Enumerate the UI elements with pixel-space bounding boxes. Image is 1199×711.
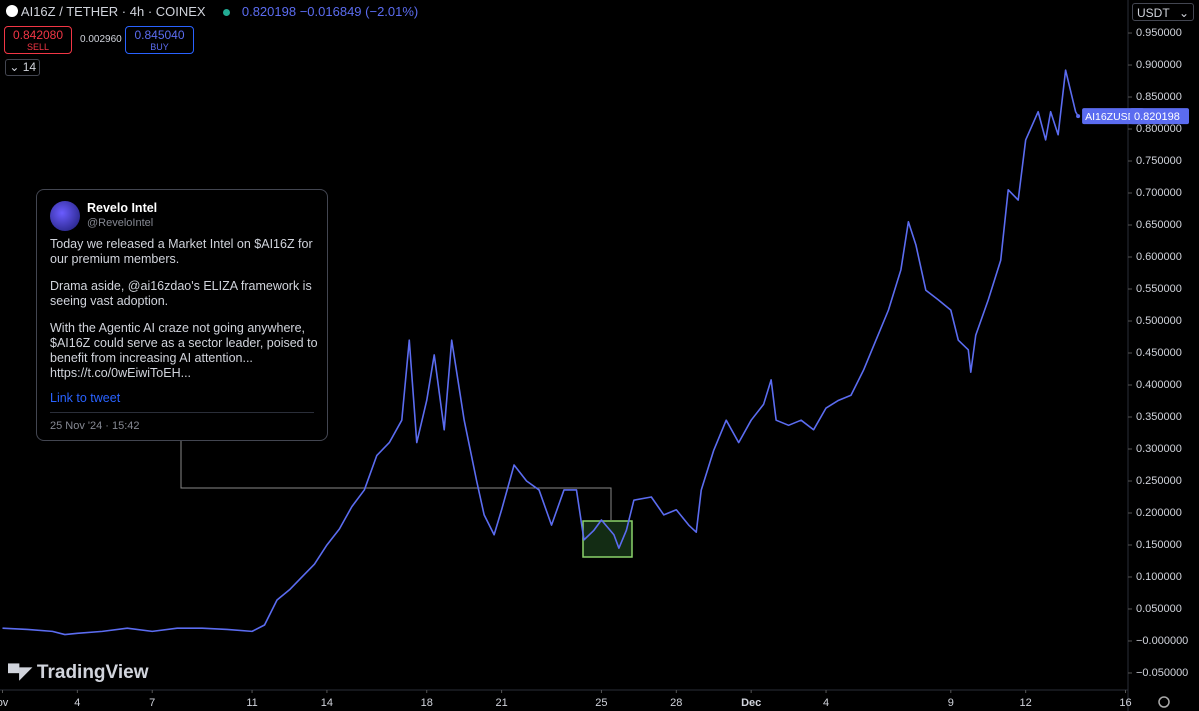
indicator-value: 14 xyxy=(22,60,37,74)
x-tick-label: 18 xyxy=(421,697,433,709)
y-tick-label: 0.200000 xyxy=(1136,507,1182,519)
y-tick-label: 0.450000 xyxy=(1136,347,1182,359)
price-line xyxy=(2,69,1079,636)
y-tick-label: 0.050000 xyxy=(1136,603,1182,615)
currency-select[interactable]: USDT ⌄ xyxy=(1132,3,1194,21)
y-tick-label: 0.150000 xyxy=(1136,539,1182,551)
tweet-author: Revelo Intel xyxy=(87,201,158,215)
y-tick-label: 0.850000 xyxy=(1136,91,1182,103)
buy-price: 0.845040 xyxy=(134,28,185,42)
x-tick-label: 4 xyxy=(823,697,829,709)
indicator-toggle[interactable]: ⌄ 14 xyxy=(5,59,40,76)
logo: ▀◤ TradingView xyxy=(8,662,149,683)
x-tick-label: 16 xyxy=(1119,697,1131,709)
tweet-card: Revelo Intel @ReveloIntel Today we relea… xyxy=(36,189,328,441)
x-tick-label: 12 xyxy=(1020,697,1032,709)
currency: USDT xyxy=(1137,6,1170,20)
tweet-body: Today we released a Market Intel on $AI1… xyxy=(50,237,318,393)
y-tick-label: 0.950000 xyxy=(1136,27,1182,39)
x-tick-label: 14 xyxy=(321,697,333,709)
y-tick-label: 0.800000 xyxy=(1136,123,1182,135)
x-tick-label: ov xyxy=(0,697,9,709)
series-label: AI16ZUSDT xyxy=(1085,111,1142,123)
symbol-icon xyxy=(6,5,18,17)
y-tick-label: 0.550000 xyxy=(1136,283,1182,295)
y-tick-label: 0.300000 xyxy=(1136,443,1182,455)
price-tag: 0.820198 xyxy=(1134,111,1180,123)
y-tick-label: 0.350000 xyxy=(1136,411,1182,423)
tweet-text: With the Agentic AI craze not going anyw… xyxy=(50,321,318,380)
y-tick-label: −0.000000 xyxy=(1136,635,1188,647)
x-tick-label: 4 xyxy=(74,697,80,709)
y-tick-label: 0.250000 xyxy=(1136,475,1182,487)
y-tick-label: 0.900000 xyxy=(1136,59,1182,71)
last-price: 0.820198 xyxy=(241,4,297,19)
x-tick-label: Dec xyxy=(741,697,761,709)
y-tick-label: 0.700000 xyxy=(1136,187,1182,199)
y-tick-label: 0.500000 xyxy=(1136,315,1182,327)
x-tick-label: 9 xyxy=(948,697,954,709)
sell-label: SELL xyxy=(26,42,50,52)
y-tick-label: 0.750000 xyxy=(1136,155,1182,167)
x-tick-label: 21 xyxy=(495,697,507,709)
price-tag-bg xyxy=(1130,108,1189,125)
sell-price: 0.842080 xyxy=(12,28,64,42)
status-dot xyxy=(223,9,231,16)
tweet-date: 25 Nov '24 · 15:42 xyxy=(50,420,140,432)
avatar xyxy=(50,201,80,231)
header: AI16Z / TETHER · 4h · COINEX 0.820198 −0… xyxy=(6,4,418,19)
last-point xyxy=(1076,114,1081,119)
connector-line xyxy=(180,440,612,520)
x-tick-label: 25 xyxy=(595,697,607,709)
y-tick-label: 0.600000 xyxy=(1136,251,1182,263)
y-tick-label: 0.100000 xyxy=(1136,571,1182,583)
x-tick-label: 7 xyxy=(149,697,155,709)
y-tick-label: 0.400000 xyxy=(1136,379,1182,391)
buy-button[interactable]: 0.845040 BUY xyxy=(125,26,194,54)
spread: 0.002960 xyxy=(80,34,122,45)
y-tick-label: −0.050000 xyxy=(1136,667,1188,679)
y-tick-label: 0.650000 xyxy=(1136,219,1182,231)
x-tick-label: 28 xyxy=(670,697,682,709)
tweet-text: Today we released a Market Intel on $AI1… xyxy=(50,237,313,266)
series-label-bg xyxy=(1082,108,1145,125)
symbol: AI16Z / TETHER · 4h · COINEX xyxy=(20,4,206,19)
tweet-text: Drama aside, @ai16zdao's ELIZA framework… xyxy=(50,279,312,308)
logo-text: TradingView xyxy=(36,662,149,683)
tweet-link[interactable]: Link to tweet xyxy=(50,391,121,405)
x-tick-label: 11 xyxy=(246,697,257,709)
sell-button[interactable]: 0.842080 SELL xyxy=(4,26,72,54)
price-change: −0.016849 (−2.01%) xyxy=(299,4,419,19)
settings-icon xyxy=(1158,696,1170,708)
tweet-handle: @ReveloIntel xyxy=(87,217,154,229)
buy-label: BUY xyxy=(150,42,169,52)
